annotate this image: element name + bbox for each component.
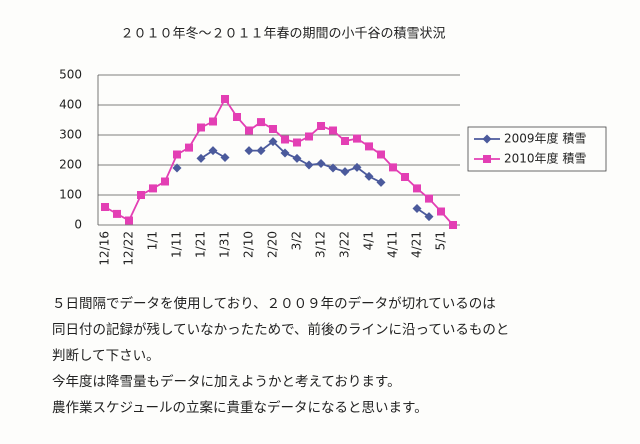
marker bbox=[412, 204, 422, 213]
y-tick-label: 500 bbox=[59, 68, 82, 82]
marker bbox=[256, 146, 266, 156]
marker bbox=[245, 126, 253, 135]
marker bbox=[220, 153, 230, 162]
legend-label: 2010年度 積雪 bbox=[504, 151, 586, 166]
series-line bbox=[104, 97, 454, 226]
x-tick-label: 2/10 bbox=[242, 231, 256, 258]
marker bbox=[389, 163, 397, 172]
legend-label: 2009年度 積雪 bbox=[504, 131, 586, 146]
marker bbox=[340, 167, 350, 177]
x-tick-label: 4/11 bbox=[386, 231, 400, 258]
x-tick-label: 1/11 bbox=[170, 231, 184, 258]
marker bbox=[101, 203, 109, 211]
y-tick-label: 200 bbox=[59, 158, 82, 172]
marker bbox=[437, 207, 445, 216]
marker bbox=[172, 163, 182, 173]
y-tick-label: 0 bbox=[74, 218, 82, 232]
y-tick-label: 300 bbox=[59, 128, 82, 142]
marker bbox=[244, 146, 254, 156]
x-tick-label: 12/22 bbox=[122, 231, 136, 266]
marker bbox=[329, 126, 337, 135]
marker bbox=[482, 134, 492, 144]
x-tick-label: 3/22 bbox=[338, 231, 352, 258]
marker bbox=[257, 118, 265, 127]
marker bbox=[125, 216, 133, 225]
marker bbox=[328, 163, 338, 173]
x-tick-label: 2/20 bbox=[266, 231, 280, 258]
marker bbox=[281, 135, 289, 144]
marker bbox=[280, 148, 290, 158]
note: 今年度は降雪量もデータに加えようかと考えております。 bbox=[52, 374, 401, 390]
marker bbox=[293, 138, 301, 147]
marker bbox=[401, 173, 409, 181]
marker bbox=[196, 153, 206, 163]
x-tick-label: 1/1 bbox=[146, 231, 160, 250]
marker bbox=[292, 153, 302, 163]
x-tick-label: 1/21 bbox=[194, 231, 208, 258]
x-tick-label: 3/12 bbox=[314, 231, 328, 258]
marker bbox=[268, 137, 278, 147]
marker bbox=[221, 95, 229, 103]
marker bbox=[185, 143, 193, 152]
note: 農作業スケジュールの立案に貴重なデータになると思います。 bbox=[52, 400, 428, 416]
marker bbox=[173, 150, 181, 159]
marker bbox=[376, 177, 386, 187]
marker bbox=[317, 122, 325, 130]
marker bbox=[113, 209, 121, 218]
marker bbox=[233, 113, 241, 121]
marker bbox=[197, 123, 205, 132]
marker bbox=[208, 146, 218, 156]
marker bbox=[424, 212, 434, 222]
marker bbox=[161, 177, 169, 186]
y-tick-label: 100 bbox=[59, 188, 82, 202]
x-tick-label: 4/21 bbox=[410, 231, 424, 258]
x-tick-label: 12/16 bbox=[98, 231, 112, 266]
marker bbox=[365, 142, 373, 151]
note: 同日付の記録が残していなかったためで、前後のラインに沿っているものと bbox=[52, 322, 510, 338]
marker bbox=[341, 137, 349, 145]
marker bbox=[425, 194, 433, 203]
marker bbox=[149, 184, 157, 193]
marker bbox=[353, 134, 361, 143]
series-line bbox=[200, 140, 430, 218]
x-tick-label: 3/2 bbox=[290, 231, 304, 250]
marker bbox=[137, 191, 145, 199]
marker bbox=[377, 150, 385, 159]
marker bbox=[269, 125, 277, 133]
marker bbox=[483, 155, 491, 163]
x-tick-label: 4/1 bbox=[362, 231, 376, 250]
x-tick-label: 5/1 bbox=[434, 231, 448, 250]
y-tick-label: 400 bbox=[59, 98, 82, 112]
chart: ２０１０年冬～２０１１年春の期間の小千谷の積雪状況 0 100 200 300 400 5… bbox=[59, 26, 607, 266]
marker bbox=[305, 132, 313, 141]
note: ５日間隔でデータを使用しており、２００９年のデータが切れているのは bbox=[52, 296, 496, 312]
chart-title: ２０１０年冬～２０１１年春の期間の小千谷の積雪状況 bbox=[120, 26, 445, 42]
marker bbox=[316, 159, 326, 168]
marker bbox=[364, 171, 374, 181]
marker bbox=[449, 221, 457, 229]
marker bbox=[209, 117, 217, 126]
x-tick-label: 1/31 bbox=[218, 231, 232, 258]
marker bbox=[304, 160, 314, 170]
legend-box bbox=[467, 126, 607, 172]
marker bbox=[352, 162, 362, 172]
marker bbox=[413, 184, 421, 193]
note: 判断して下さい。 bbox=[52, 348, 160, 364]
